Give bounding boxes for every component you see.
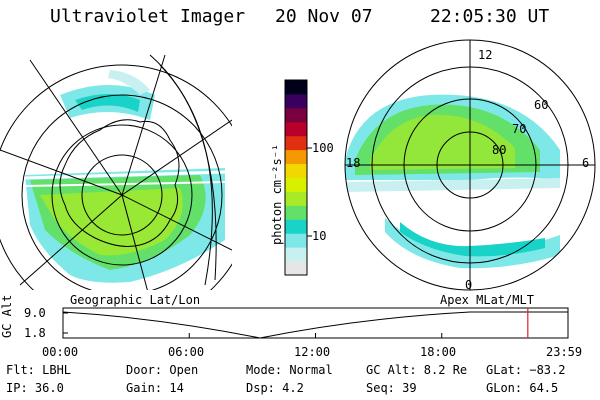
door-status: Door: Open: [126, 363, 199, 377]
timeline-ylabel: GC Alt: [0, 294, 14, 338]
colorbar-segment: [285, 233, 307, 248]
colorbar-segment: [285, 149, 307, 165]
instrument-title: Ultraviolet Imager: [50, 6, 246, 27]
sequence-status: Seq: 39: [366, 381, 417, 395]
colorbar-unit-label: photon cm⁻²s⁻¹: [270, 143, 284, 245]
colorbar-segment: [285, 93, 307, 109]
colorbar-segment: [285, 219, 307, 234]
colorbar-segment: [285, 205, 307, 220]
colorbar-segment: [285, 191, 307, 206]
mlat-80-label: 80: [492, 143, 507, 157]
colorbar-segment: [285, 135, 307, 151]
mlat-70-label: 70: [512, 122, 527, 136]
mlt-0-label: 0: [465, 278, 473, 292]
apex-caption: Apex MLat/MLT: [440, 293, 534, 307]
geographic-image: [0, 54, 232, 290]
glon-status: GLon: 64.5: [486, 381, 559, 395]
mlat-mlt-image: [345, 94, 560, 269]
filter-status: Flt: LBHL: [6, 363, 72, 377]
colorbar-segment: [285, 177, 307, 192]
timeline-ytick-low: 1.8: [24, 326, 46, 340]
colorbar-segment: [285, 163, 307, 178]
ip-status: IP: 36.0: [6, 381, 64, 395]
mode-status: Mode: Normal: [246, 363, 333, 377]
timeline-xtick-1200: 12:00: [294, 345, 331, 359]
gain-status: Gain: 14: [126, 381, 184, 395]
colorbar-frame: [284, 79, 308, 276]
mlt-18-label: 18: [346, 156, 361, 170]
timeline-xtick-0000: 00:00: [42, 345, 79, 359]
mlt-6-label: 6: [582, 156, 590, 170]
colorbar-segment: [285, 80, 307, 95]
dsp-status: Dsp: 4.2: [246, 381, 304, 395]
date-label: 20 Nov 07: [275, 6, 373, 27]
colorbar: [285, 80, 307, 276]
timeline-ytick-high: 9.0: [24, 306, 46, 320]
gc-alt-status: GC Alt: 8.2 Re: [366, 363, 468, 377]
timeline-ticks: [62, 333, 569, 338]
colorbar-tick-100: 100: [312, 141, 334, 155]
timeline-xtick-1800: 18:00: [420, 345, 457, 359]
altitude-curve: [62, 311, 568, 339]
timeline-xtick-2359: 23:59: [546, 345, 583, 359]
colorbar-segment: [285, 107, 307, 123]
timeline-xtick-0600: 06:00: [168, 345, 205, 359]
mlat-60-label: 60: [534, 98, 549, 112]
mlat-mlt-grid: [344, 39, 596, 291]
geographic-caption: Geographic Lat/Lon: [70, 293, 201, 307]
time-label: 22:05:30 UT: [430, 6, 550, 27]
mlt-12-label: 12: [478, 48, 493, 62]
colorbar-segment: [285, 247, 307, 262]
colorbar-segment: [285, 261, 307, 276]
colorbar-segment: [285, 121, 307, 137]
colorbar-tick-10: 10: [312, 229, 327, 243]
glat-status: GLat: −83.2: [486, 363, 566, 377]
